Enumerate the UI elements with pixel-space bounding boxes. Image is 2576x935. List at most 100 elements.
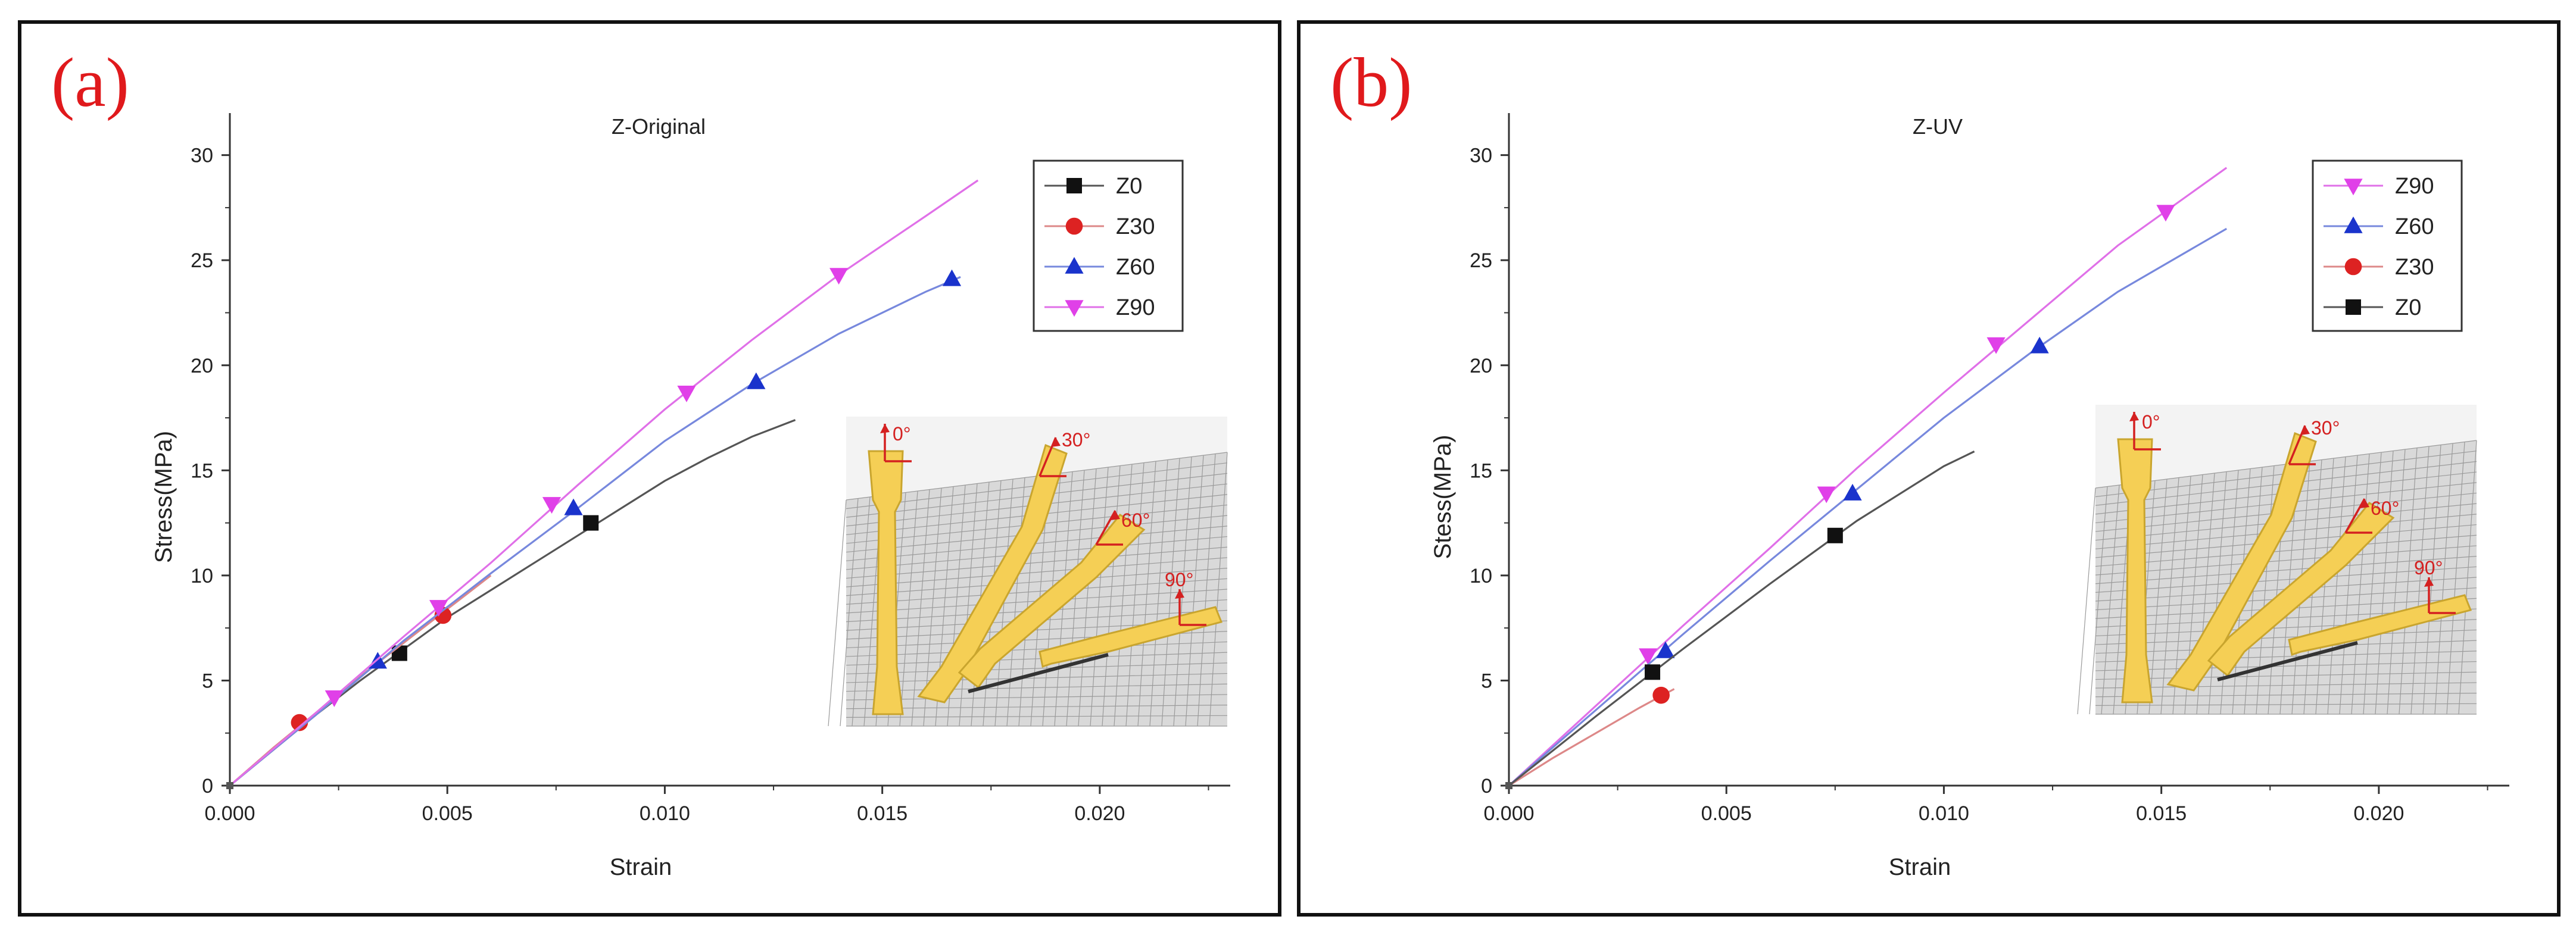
inset-grid-line — [2315, 458, 2334, 715]
inset-grid-line — [2363, 452, 2382, 715]
legend-marker — [2344, 179, 2363, 196]
inset-grid-line — [2095, 629, 2477, 645]
specimen-30-deg — [2166, 431, 2317, 692]
inset-grid-line — [1197, 454, 1216, 727]
inset-grid-line — [2095, 671, 2477, 680]
inset-grid-line — [1102, 465, 1121, 727]
data-point-z60 — [2030, 336, 2049, 354]
inset-grid-line — [2095, 661, 2477, 671]
data-point-z90 — [429, 600, 448, 617]
data-point-z60 — [1656, 641, 1675, 658]
inset-grid-line — [2095, 524, 2477, 558]
data-point-z30 — [1652, 686, 1670, 704]
inset-grid-line — [899, 490, 918, 727]
data-point-z0 — [1827, 527, 1843, 543]
angle-arrow — [1095, 510, 1117, 545]
legend-marker — [2344, 258, 2362, 276]
inset-grid-line — [846, 715, 1228, 718]
inset-grid-line — [2095, 651, 2477, 662]
inset-grid-line — [852, 496, 871, 727]
chart-panel-a: (a) 0.000 0.005 0.010 0.015 0.020 0 5 10 15 20 25 3… — [18, 20, 1281, 917]
panel-label-b: (b) — [1330, 43, 1412, 121]
y-tick-label: 30 — [1470, 145, 1492, 167]
inset-grid-line — [840, 498, 859, 727]
y-tick-label: 25 — [191, 249, 213, 272]
legend: Z0 Z30 Z60 Z90 — [1033, 160, 1184, 332]
y-tick-label: 0 — [202, 775, 213, 798]
legend-label: Z30 — [1116, 214, 1155, 239]
y-tick-label: 10 — [191, 565, 213, 587]
inset-grid-line — [1161, 458, 1180, 727]
legend-label: Z30 — [2395, 255, 2434, 280]
data-point-z60 — [1843, 483, 1862, 501]
legend-marker — [1065, 217, 1083, 235]
data-point-z60 — [942, 269, 962, 286]
inset-grid-line — [2077, 487, 2096, 715]
angle-label: 60° — [1121, 509, 1150, 531]
data-point-z90 — [325, 690, 344, 707]
inset-grid-line — [2399, 448, 2418, 715]
inset-grid-line — [846, 683, 1228, 692]
data-point-z30 — [291, 714, 308, 731]
inset-grid-line — [1090, 467, 1109, 727]
data-point-z60 — [564, 498, 583, 515]
data-point-z60 — [747, 372, 766, 389]
inset-grid-line — [1125, 462, 1144, 727]
inset-grid-line — [2256, 465, 2275, 715]
series-line-z30 — [1508, 688, 1675, 787]
inset-grid-line — [846, 652, 1228, 666]
series-line-z0 — [1508, 451, 1975, 787]
x-tick-label: 0.015 — [2136, 802, 2187, 825]
inset-grid-line — [2095, 693, 2477, 698]
inset-grid-line — [2327, 456, 2346, 715]
angle-label: 0° — [893, 423, 911, 445]
chart-title: Z-Original — [612, 114, 706, 139]
inset-grid-line — [828, 499, 847, 727]
data-point-z90 — [677, 385, 696, 402]
legend-marker — [2344, 216, 2363, 233]
inset-grid-line — [2339, 455, 2358, 715]
series-line-z60 — [229, 276, 961, 787]
angle-arrowhead — [880, 424, 890, 433]
legend-label: Z0 — [2395, 295, 2421, 320]
panel-label-a: (a) — [51, 43, 129, 121]
inset-floor — [2095, 440, 2477, 714]
y-tick-label: 20 — [1470, 355, 1492, 377]
x-tick-label: 0.020 — [1074, 802, 1125, 825]
angle-arrowhead — [2360, 499, 2369, 508]
inset-grid-line — [2095, 703, 2477, 706]
data-point-z90 — [1817, 486, 1836, 504]
inset-grid-line — [846, 641, 1228, 657]
chart-panel-b: (b) 0.000 0.005 0.010 0.015 0.020 0 5 10 15 20 25 3… — [1297, 20, 2561, 917]
angle-label: 30° — [2311, 417, 2340, 439]
y-tick-label: 25 — [1470, 249, 1492, 272]
y-tick-label: 0 — [1481, 775, 1492, 798]
legend-label: Z0 — [1116, 174, 1142, 199]
data-point-z90 — [2156, 205, 2175, 222]
angle-label: 30° — [1062, 429, 1090, 451]
axes — [1508, 113, 2509, 787]
y-tick-label: 15 — [191, 459, 213, 482]
inset-grid-line — [2410, 446, 2430, 715]
inset-grid-line — [2351, 454, 2370, 715]
y-tick-label: 10 — [1470, 565, 1492, 587]
inset-grid-line — [1114, 464, 1133, 727]
inset-grid-line — [846, 705, 1228, 709]
legend-label: Z90 — [1116, 295, 1155, 320]
data-point-z90 — [829, 268, 849, 285]
x-tick-label: 0.000 — [1483, 802, 1534, 825]
inset-grid-line — [846, 662, 1228, 674]
legend-box — [1033, 160, 1184, 332]
inset-grid-line — [1006, 477, 1025, 727]
angle-arrowhead — [1175, 589, 1184, 599]
legend-label: Z90 — [2395, 174, 2434, 199]
chart-a: 0.000 0.005 0.010 0.015 0.020 0 5 10 15 20 25 30 Z-O… — [151, 113, 1230, 880]
inset-grid-line — [2434, 443, 2453, 715]
data-point-z90 — [542, 497, 562, 514]
specimen-shadow — [2217, 641, 2358, 681]
x-tick-label: 0.005 — [422, 802, 473, 825]
inset-grid-line — [1173, 456, 1192, 727]
legend-label: Z60 — [1116, 255, 1155, 280]
inset-grid-line — [1066, 470, 1085, 727]
series-line-z60 — [1508, 227, 2228, 787]
